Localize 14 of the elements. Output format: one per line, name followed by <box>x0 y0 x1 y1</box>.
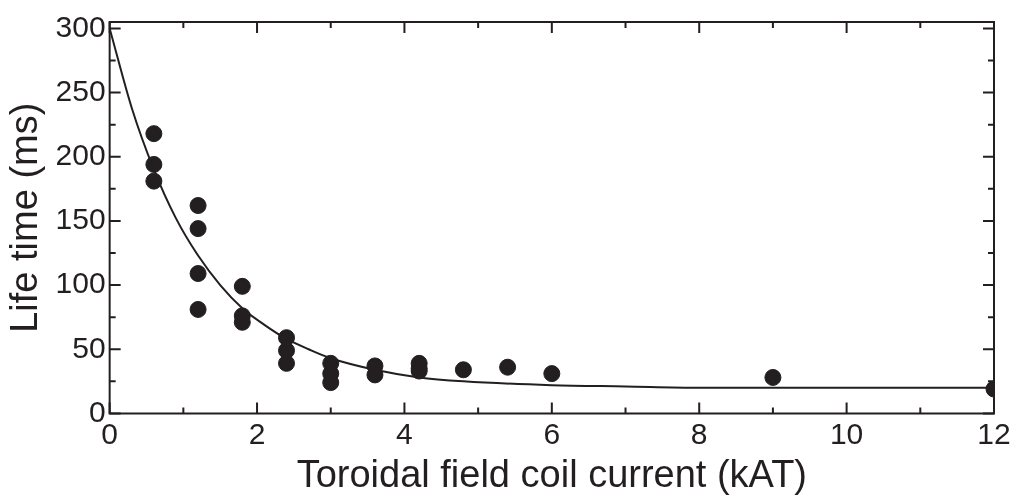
x-tick-label: 6 <box>543 416 561 450</box>
x-tick-label: 8 <box>690 416 708 450</box>
x-tick-label: 2 <box>248 416 266 450</box>
x-tick-label: 10 <box>829 416 864 450</box>
y-tick-label: 150 <box>55 202 106 236</box>
y-tick-label: 200 <box>55 138 106 172</box>
y-tick-label: 250 <box>55 73 106 107</box>
x-tick-label: 12 <box>977 416 1011 450</box>
x-tick-label: 4 <box>396 416 413 450</box>
y-tick-label: 100 <box>55 266 106 300</box>
x-axis-title: Toroidal field coil current (kAT) <box>296 452 808 495</box>
y-tick-label: 300 <box>55 9 106 43</box>
y-tick-label: 50 <box>72 330 106 364</box>
y-axis-title: Life time (ms) <box>3 102 46 333</box>
